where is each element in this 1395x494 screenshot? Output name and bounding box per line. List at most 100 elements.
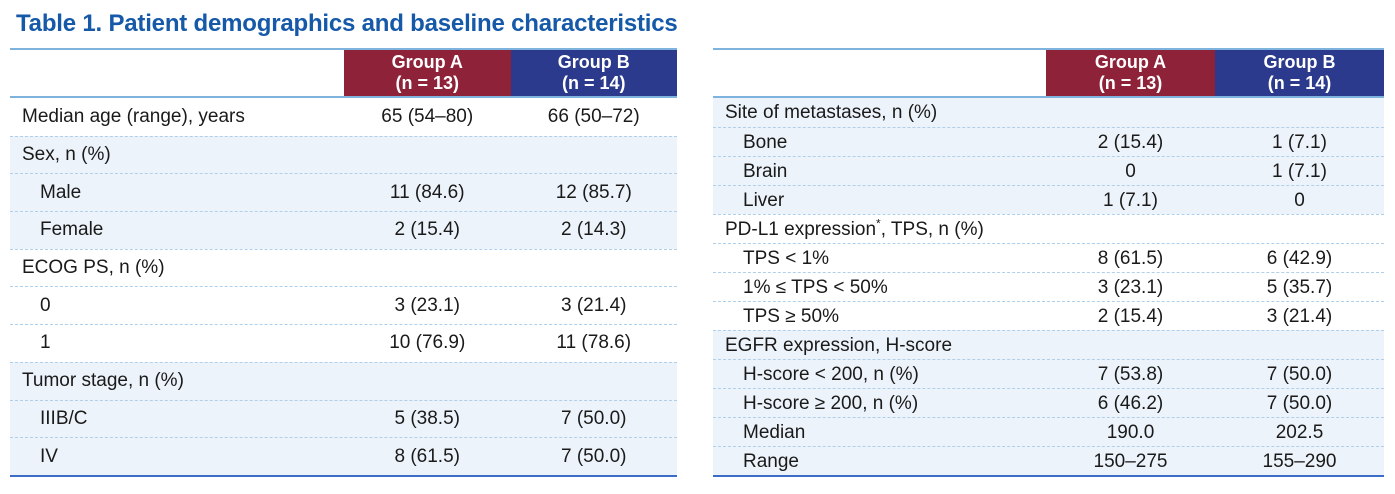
table-row: Bone 2 (15.4) 1 (7.1)	[713, 127, 1384, 156]
row-label: Liver	[743, 189, 785, 211]
table-row: IV 8 (61.5) 7 (50.0)	[10, 437, 677, 475]
row-label: Range	[743, 450, 799, 472]
table-row: 0 3 (23.1) 3 (21.4)	[10, 286, 677, 324]
table-body: Site of metastases, n (%) Bone 2 (15.4) 1 (…	[713, 98, 1384, 477]
row-label: Sex, n (%)	[22, 144, 111, 166]
table-row: Female 2 (15.4) 2 (14.3)	[10, 211, 677, 249]
row-label: 1% ≤ TPS < 50%	[743, 276, 888, 298]
table-body: Median age (range), years 65 (54–80) 66 (5…	[10, 98, 677, 477]
row-label: Brain	[743, 160, 788, 182]
group-a-n: (n = 13)	[1098, 73, 1163, 93]
table-row: Median 190.0 202.5	[713, 417, 1384, 446]
value-group-b: 3 (21.4)	[1266, 305, 1333, 327]
table-row: PD-L1 expression*, TPS, n (%)	[713, 214, 1384, 243]
value-group-b: 5 (35.7)	[1266, 276, 1333, 298]
header-spacer	[713, 50, 1046, 96]
table-row: EGFR expression, H-score	[713, 330, 1384, 359]
value-group-a: 8 (61.5)	[1097, 247, 1164, 269]
value-group-a: 5 (38.5)	[394, 407, 460, 429]
table-row: TPS < 1% 8 (61.5) 6 (42.9)	[713, 243, 1384, 272]
row-label: 0	[40, 294, 51, 316]
group-a-label: Group A	[1094, 52, 1167, 72]
row-label: Site of metastases, n (%)	[725, 102, 938, 123]
table-row: Median age (range), years 65 (54–80) 66 (5…	[10, 98, 677, 136]
group-b-n: (n = 14)	[1267, 73, 1332, 93]
header-spacer	[10, 50, 344, 96]
value-group-b: 66 (50–72)	[547, 105, 640, 127]
row-label: 1	[40, 332, 51, 354]
value-group-b: 7 (50.0)	[1266, 363, 1333, 385]
table-header: Group A (n = 13) Group B (n = 14)	[713, 48, 1384, 98]
column-header-group-a: Group A (n = 13)	[344, 50, 511, 96]
table-row: H-score < 200, n (%) 7 (53.8) 7 (50.0)	[713, 359, 1384, 388]
demographics-table-left: Group A (n = 13) Group B (n = 14) Median…	[10, 48, 677, 477]
group-b-n: (n = 14)	[561, 73, 626, 93]
column-header-group-b: Group B (n = 14)	[1215, 50, 1384, 96]
row-label: Bone	[743, 131, 788, 153]
table-row: ECOG PS, n (%)	[10, 248, 677, 287]
table-row: Range 150–275 155–290	[713, 446, 1384, 475]
column-header-group-b: Group B (n = 14)	[510, 50, 677, 96]
value-group-b: 1 (7.1)	[1272, 131, 1327, 153]
row-label: H-score < 200, n (%)	[743, 363, 919, 385]
group-a-label: Group A	[391, 52, 463, 72]
value-group-b: 155–290	[1262, 450, 1337, 472]
value-group-a: 2 (15.4)	[394, 219, 460, 241]
column-header-group-a: Group A (n = 13)	[1046, 50, 1215, 96]
value-group-a: 2 (15.4)	[1097, 305, 1164, 327]
value-group-a: 10 (76.9)	[389, 332, 466, 354]
group-a-n: (n = 13)	[395, 73, 460, 93]
page-title: Table 1. Patient demographics and baseli…	[16, 10, 678, 37]
table-row: Sex, n (%)	[10, 135, 677, 174]
row-label: Male	[40, 181, 82, 203]
row-label: Female	[40, 219, 104, 241]
value-group-b: 7 (50.0)	[1266, 392, 1333, 414]
value-group-a: 65 (54–80)	[381, 105, 474, 127]
row-label: ECOG PS, n (%)	[22, 257, 165, 279]
page: Table 1. Patient demographics and baseli…	[0, 10, 1395, 477]
table-row: Brain 0 1 (7.1)	[713, 156, 1384, 185]
table-row: IIIB/C 5 (38.5) 7 (50.0)	[10, 399, 677, 438]
demographics-table-right: Group A (n = 13) Group B (n = 14) Site o…	[713, 48, 1384, 477]
group-b-label: Group B	[557, 52, 630, 72]
table-row: TPS ≥ 50% 2 (15.4) 3 (21.4)	[713, 301, 1384, 330]
row-label: PD-L1 expression*, TPS, n (%)	[725, 216, 984, 240]
value-group-b: 7 (50.0)	[561, 445, 627, 467]
value-group-a: 11 (84.6)	[389, 181, 465, 203]
table-header: Group A (n = 13) Group B (n = 14)	[10, 48, 677, 98]
table-row: Tumor stage, n (%)	[10, 361, 677, 400]
value-group-b: 2 (14.3)	[561, 219, 627, 241]
table-row: Site of metastases, n (%)	[713, 98, 1384, 127]
value-group-a: 190.0	[1106, 421, 1155, 443]
table-row: 1% ≤ TPS < 50% 3 (23.1) 5 (35.7)	[713, 272, 1384, 301]
value-group-b: 3 (21.4)	[561, 294, 627, 316]
row-label: IIIB/C	[40, 407, 88, 429]
value-group-b: 11 (78.6)	[556, 332, 632, 354]
row-label: Median	[743, 421, 806, 443]
value-group-a: 150–275	[1093, 450, 1168, 472]
value-group-a: 3 (23.1)	[394, 294, 460, 316]
value-group-a: 6 (46.2)	[1097, 392, 1164, 414]
row-label: EGFR expression, H-score	[725, 334, 953, 356]
table-row: H-score ≥ 200, n (%) 6 (46.2) 7 (50.0)	[713, 388, 1384, 417]
tables-container: Group A (n = 13) Group B (n = 14) Median…	[10, 48, 1395, 477]
value-group-a: 1 (7.1)	[1103, 189, 1158, 211]
value-group-b: 7 (50.0)	[561, 407, 627, 429]
row-label: H-score ≥ 200, n (%)	[743, 392, 919, 414]
row-label: Median age (range), years	[22, 105, 245, 127]
value-group-a: 8 (61.5)	[394, 445, 460, 467]
value-group-b: 0	[1294, 189, 1305, 211]
row-label: TPS < 1%	[743, 247, 830, 269]
table-row: Male 11 (84.6) 12 (85.7)	[10, 173, 677, 212]
value-group-b: 202.5	[1275, 421, 1324, 443]
value-group-b: 1 (7.1)	[1272, 160, 1327, 182]
value-group-a: 3 (23.1)	[1097, 276, 1164, 298]
value-group-a: 0	[1125, 160, 1136, 182]
row-label: TPS ≥ 50%	[743, 305, 839, 327]
value-group-a: 2 (15.4)	[1097, 131, 1164, 153]
table-row: 1 10 (76.9) 11 (78.6)	[10, 324, 677, 362]
value-group-a: 7 (53.8)	[1097, 363, 1164, 385]
row-label: Tumor stage, n (%)	[22, 370, 184, 392]
value-group-b: 6 (42.9)	[1266, 247, 1333, 269]
row-label: IV	[40, 445, 58, 467]
